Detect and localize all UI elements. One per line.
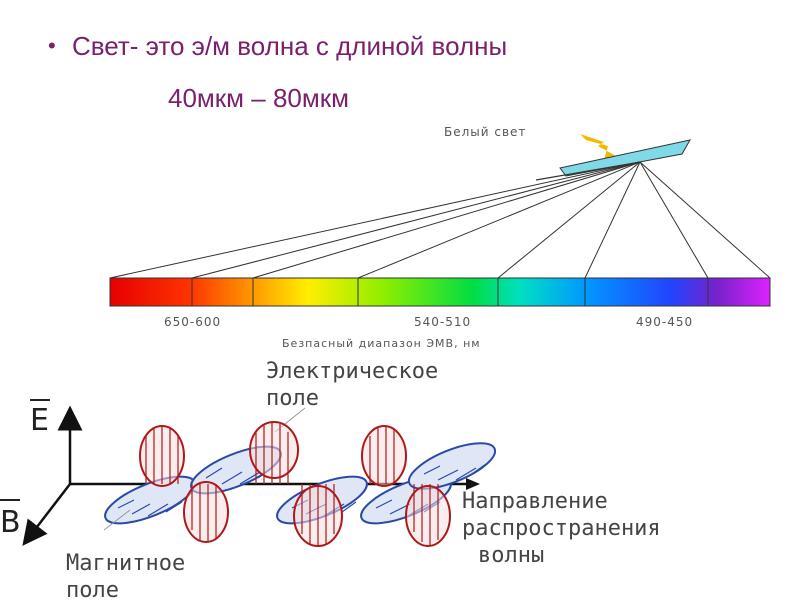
spectrum-bar (109, 277, 771, 307)
bullet-text: Свет- это э/м волна с длиной волны (72, 31, 508, 61)
tick-label: 540-510 (414, 315, 471, 329)
magnetic-field-label: Магнитное (66, 551, 185, 576)
spectrum-dividers (191, 278, 709, 306)
spectrum-caption: Безпасный диапазон ЭМВ, нм (282, 337, 481, 350)
axis-b-label: B (0, 505, 21, 540)
white-light-arrow-icon (580, 134, 616, 160)
dispersion-rays (109, 161, 771, 279)
electric-field-label: Электрическое (266, 359, 438, 384)
electric-vectors (145, 422, 439, 546)
bullet-dot-icon: • (48, 33, 56, 58)
tick-label: 490-450 (636, 315, 693, 329)
direction-label-3: волны (478, 543, 544, 568)
direction-label: Направление (462, 489, 608, 514)
electric-field-label-2: поле (266, 386, 319, 411)
axis-e-label: E (30, 403, 49, 438)
prism-slit (559, 139, 691, 177)
b-axis (22, 483, 71, 546)
magnetic-field-label-2: поле (66, 578, 119, 600)
bullet-item: • Свет- это э/м волна с длиной волны (48, 26, 507, 66)
direction-arrow-icon (466, 478, 480, 490)
tick-label: 650-600 (164, 315, 221, 329)
electric-field-wave (139, 421, 451, 547)
direction-label-2: распространения (462, 516, 661, 541)
white-light-label: Белый свет (444, 125, 526, 139)
wavelength-range: 40мкм – 80мкм (168, 83, 349, 113)
